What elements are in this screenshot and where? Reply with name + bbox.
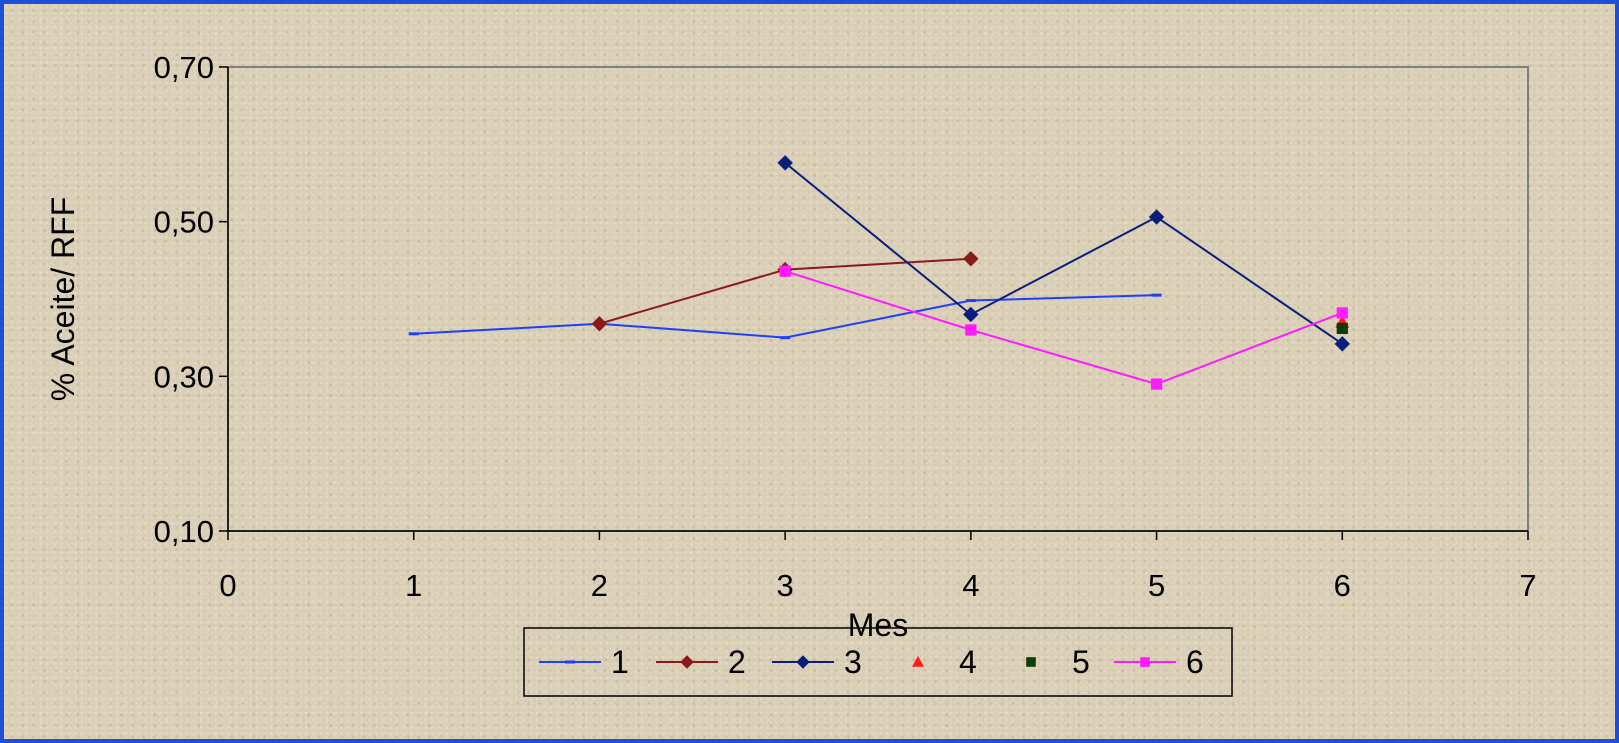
plot-area xyxy=(227,66,1529,532)
point-marker xyxy=(963,306,979,323)
y-tick-label: 0,10 xyxy=(154,514,214,549)
legend-item-4: 4 xyxy=(912,644,977,680)
y-axis-title: % Aceite/ RFF xyxy=(45,197,81,402)
y-tick-label: 0,30 xyxy=(154,359,214,394)
legend-label: 1 xyxy=(611,644,629,680)
series-line xyxy=(784,162,1343,345)
chart-background: 0,10 0,30 0,50 0,70 0 1 2 3 4 5 6 7 Mes % Aceite/ R… xyxy=(4,4,1615,739)
point-marker xyxy=(965,299,976,303)
point-marker xyxy=(1140,657,1150,667)
series-line xyxy=(413,294,1157,339)
legend-label: 6 xyxy=(1186,644,1204,680)
legend-item-5: 5 xyxy=(1026,644,1090,680)
series-layer xyxy=(408,155,1350,390)
point-marker xyxy=(591,316,608,332)
series-1 xyxy=(408,293,1162,340)
point-marker xyxy=(408,332,419,336)
series-5 xyxy=(1336,322,1348,334)
point-marker xyxy=(912,656,924,667)
series-line xyxy=(784,270,1343,386)
point-marker xyxy=(1026,657,1036,667)
legend-item-3: 3 xyxy=(772,644,862,680)
x-tick-label: 1 xyxy=(405,568,422,603)
point-marker xyxy=(1151,293,1162,297)
point-marker xyxy=(779,265,791,277)
plot-border xyxy=(227,66,1529,532)
legend-label: 4 xyxy=(959,644,977,680)
y-tick-label: 0,50 xyxy=(154,205,214,240)
x-axis-title: Mes xyxy=(848,607,908,643)
x-tick-label: 6 xyxy=(1334,568,1351,603)
point-marker xyxy=(1148,209,1165,225)
point-marker xyxy=(777,155,793,171)
x-tick-label: 5 xyxy=(1148,568,1165,603)
point-marker xyxy=(1150,378,1163,390)
point-marker xyxy=(963,251,979,267)
point-marker xyxy=(796,655,810,669)
legend-label: 3 xyxy=(844,644,862,680)
x-tick-label: 0 xyxy=(219,568,236,603)
point-marker xyxy=(1336,307,1348,319)
legend-item-6: 6 xyxy=(1114,644,1204,680)
legend-item-2: 2 xyxy=(656,644,746,680)
point-marker xyxy=(1336,322,1348,334)
x-tick-label: 7 xyxy=(1519,568,1536,603)
series-6 xyxy=(779,265,1348,390)
x-tick-label: 4 xyxy=(962,568,979,603)
line-chart: 0,10 0,30 0,50 0,70 0 1 2 3 4 5 6 7 Mes % Aceite/ R… xyxy=(45,50,1537,697)
legend-box xyxy=(523,627,1233,697)
y-tick-label: 0,70 xyxy=(154,50,214,85)
axes: 0,10 0,30 0,50 0,70 0 1 2 3 4 5 6 7 xyxy=(154,50,1537,603)
series-3 xyxy=(777,155,1350,352)
x-tick-label: 3 xyxy=(777,568,794,603)
point-marker xyxy=(780,336,791,340)
point-marker xyxy=(965,324,977,336)
point-marker xyxy=(1334,336,1350,352)
legend: 1 2 3 4 5 6 xyxy=(523,627,1233,697)
series-2 xyxy=(591,251,979,332)
point-marker xyxy=(565,660,575,664)
point-marker xyxy=(680,655,694,669)
legend-label: 5 xyxy=(1072,644,1090,680)
legend-label: 2 xyxy=(728,644,746,680)
legend-item-1: 1 xyxy=(539,644,629,680)
x-tick-label: 2 xyxy=(591,568,608,603)
